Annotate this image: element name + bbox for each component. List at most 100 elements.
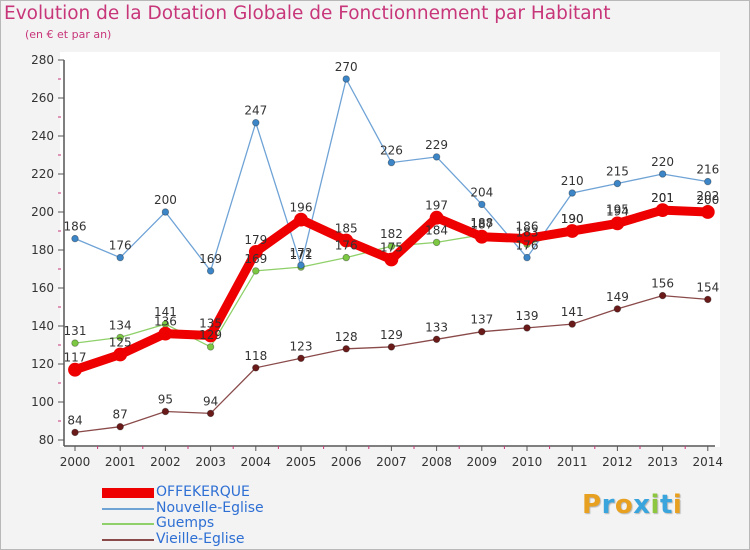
data-label-vieille-eglise: 118 [244, 349, 267, 363]
data-label-nouvelle-eglise: 172 [290, 246, 313, 260]
data-label-vieille-eglise: 137 [470, 313, 493, 327]
x-tick-label: 2001 [105, 455, 136, 469]
series-point-nouvelle-eglise [523, 253, 531, 262]
series-point-nouvelle-eglise [116, 253, 124, 262]
x-tick-label: 2005 [286, 455, 317, 469]
data-label-offekerque: 197 [425, 199, 448, 213]
legend-swatch-vieille-eglise [102, 538, 154, 541]
data-label-vieille-eglise: 123 [290, 339, 313, 353]
series-point-vieille-eglise [658, 291, 667, 300]
series-point-offekerque [248, 244, 263, 259]
data-label-guemps: 169 [244, 252, 267, 266]
series-point-guemps [342, 253, 350, 262]
data-label-nouvelle-eglise: 210 [561, 174, 584, 188]
legend-swatch-offekerque [102, 488, 154, 498]
data-label-offekerque: 187 [470, 218, 493, 232]
x-tick-label: 2007 [376, 455, 407, 469]
series-point-vieille-eglise [252, 364, 260, 372]
data-label-offekerque: 196 [290, 201, 313, 215]
data-label-guemps: 183 [516, 225, 539, 239]
data-label-guemps: 141 [154, 305, 177, 319]
series-point-vieille-eglise [71, 428, 79, 437]
x-tick-label: 2004 [241, 455, 272, 469]
data-label-guemps: 190 [561, 212, 584, 226]
data-label-vieille-eglise: 133 [425, 320, 448, 334]
data-label-guemps: 188 [470, 216, 493, 230]
series-point-offekerque [429, 210, 444, 225]
data-label-vieille-eglise: 95 [158, 393, 173, 407]
x-tick-label: 2012 [602, 455, 633, 469]
series-point-vieille-eglise [342, 345, 350, 353]
series-point-nouvelle-eglise [478, 200, 486, 209]
series-point-offekerque [520, 231, 534, 246]
series-point-offekerque [158, 326, 173, 341]
chart-title: Evolution de la Dotation Globale de Fonc… [4, 3, 611, 24]
data-label-vieille-eglise: 128 [335, 330, 358, 344]
series-point-vieille-eglise [297, 354, 305, 362]
data-label-vieille-eglise: 141 [561, 305, 584, 319]
series-point-vieille-eglise [116, 423, 124, 431]
y-tick-label: 220 [31, 167, 54, 181]
data-label-nouvelle-eglise: 176 [516, 239, 539, 253]
x-tick-label: 2003 [195, 455, 226, 469]
x-tick-label: 2009 [467, 455, 498, 469]
legend-label-nouvelle-eglise: Nouvelle-Eglise [156, 499, 264, 516]
data-label-vieille-eglise: 149 [606, 290, 629, 304]
series-point-offekerque [203, 328, 218, 343]
data-label-guemps: 134 [109, 318, 132, 332]
y-tick-label: 140 [31, 319, 54, 333]
x-tick-label: 2013 [647, 455, 678, 469]
series-point-offekerque [655, 203, 670, 218]
data-label-guemps: 201 [651, 191, 674, 205]
x-tick-label: 2000 [60, 455, 91, 469]
data-label-vieille-eglise: 129 [380, 328, 403, 342]
data-label-offekerque: 135 [199, 317, 222, 331]
series-point-offekerque [68, 362, 82, 377]
x-tick-label: 2011 [557, 455, 588, 469]
chart-subtitle: (en € et par an) [25, 28, 112, 41]
series-point-vieille-eglise [206, 409, 215, 418]
data-label-vieille-eglise: 84 [67, 413, 82, 427]
series-point-nouvelle-eglise [387, 158, 396, 167]
data-label-offekerque: 194 [606, 204, 629, 218]
data-label-nouvelle-eglise: 169 [199, 252, 222, 266]
data-label-offekerque: 201 [651, 191, 674, 205]
proxiti-logo: Proxiti [582, 490, 683, 520]
data-label-guemps: 131 [64, 324, 87, 338]
y-tick-label: 180 [31, 243, 54, 257]
data-label-vieille-eglise: 156 [651, 277, 674, 291]
series-point-offekerque [113, 347, 128, 362]
data-label-guemps: 202 [696, 189, 719, 203]
data-label-offekerque: 186 [516, 220, 539, 234]
x-tick-label: 2008 [421, 455, 452, 469]
series-point-guemps [116, 333, 124, 342]
series-point-offekerque [610, 216, 625, 231]
data-label-offekerque: 125 [109, 336, 132, 350]
legend-label-vieille-eglise: Vieille-Eglise [156, 530, 245, 547]
legend-swatch-guemps [102, 523, 154, 525]
y-tick-label: 240 [31, 129, 54, 143]
series-point-vieille-eglise [432, 335, 441, 343]
data-label-nouvelle-eglise: 229 [425, 138, 448, 152]
series-point-nouvelle-eglise [252, 118, 260, 127]
x-tick-label: 2014 [693, 455, 724, 469]
series-point-vieille-eglise [523, 324, 531, 332]
series-point-vieille-eglise [478, 328, 486, 336]
legend-swatch-nouvelle-eglise [102, 507, 154, 510]
x-tick-label: 2006 [331, 455, 362, 469]
series-point-nouvelle-eglise [71, 234, 79, 243]
data-label-nouvelle-eglise: 216 [696, 163, 719, 177]
data-label-guemps: 182 [380, 227, 403, 241]
series-point-nouvelle-eglise [613, 179, 622, 188]
series-point-vieille-eglise [161, 407, 170, 416]
series-point-offekerque [474, 229, 489, 244]
series-point-nouvelle-eglise [704, 177, 712, 186]
data-label-nouvelle-eglise: 226 [380, 144, 403, 158]
x-tick-label: 2002 [150, 455, 181, 469]
series-point-guemps [252, 267, 260, 275]
data-label-nouvelle-eglise: 220 [651, 155, 674, 169]
data-label-vieille-eglise: 139 [516, 309, 539, 323]
y-tick-label: 100 [31, 395, 54, 409]
y-tick-label: 280 [31, 53, 54, 67]
series-point-nouvelle-eglise [432, 153, 441, 161]
